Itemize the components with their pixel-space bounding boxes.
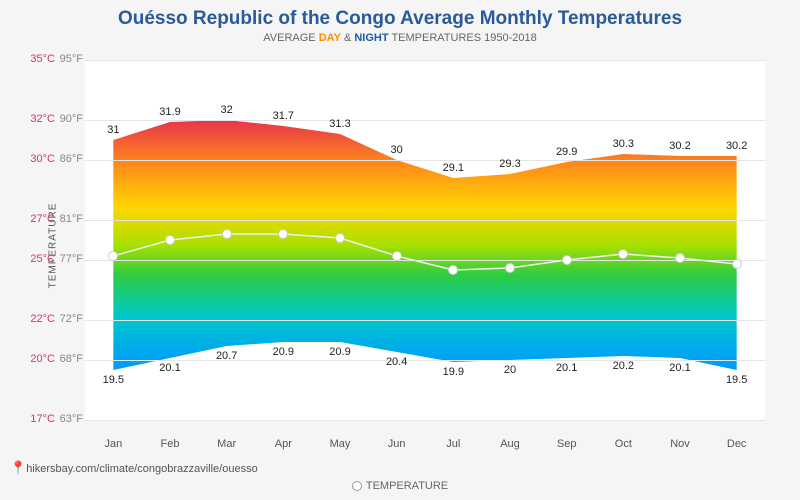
- source-link[interactable]: 📍hikersbay.com/climate/congobrazzaville/…: [10, 460, 258, 476]
- y-tick-fahrenheit: 90°F: [58, 113, 83, 125]
- day-temp-label: 32: [207, 104, 247, 116]
- day-temp-label: 30: [377, 144, 417, 156]
- y-tick-celsius: 17°C: [25, 413, 55, 425]
- gridline: [85, 360, 765, 361]
- x-tick-month: Apr: [255, 438, 311, 450]
- x-tick-month: Jun: [369, 438, 425, 450]
- x-tick-month: May: [312, 438, 368, 450]
- gridline: [85, 420, 765, 421]
- y-tick-fahrenheit: 72°F: [58, 313, 83, 325]
- x-tick-month: Dec: [709, 438, 765, 450]
- y-tick-fahrenheit: 95°F: [58, 53, 83, 65]
- gridline: [85, 320, 765, 321]
- temp-marker: [505, 263, 515, 273]
- day-temp-label: 31.9: [150, 106, 190, 118]
- legend-label: TEMPERATURE: [366, 480, 448, 492]
- chart-subtitle: AVERAGE DAY & NIGHT TEMPERATURES 1950-20…: [0, 32, 800, 44]
- night-temp-label: 20.7: [207, 350, 247, 362]
- day-temp-label: 29.3: [490, 158, 530, 170]
- night-temp-label: 20.1: [547, 362, 587, 374]
- chart-title: Ouésso Republic of the Congo Average Mon…: [0, 0, 800, 30]
- y-tick-celsius: 25°C: [25, 253, 55, 265]
- source-url: hikersbay.com/climate/congobrazzaville/o…: [26, 463, 258, 475]
- temp-marker: [675, 253, 685, 263]
- night-temp-label: 19.5: [93, 374, 133, 386]
- y-tick-fahrenheit: 63°F: [58, 413, 83, 425]
- x-tick-month: Jul: [425, 438, 481, 450]
- x-tick-month: Nov: [652, 438, 708, 450]
- subtitle-day: DAY: [319, 32, 341, 44]
- y-tick-celsius: 32°C: [25, 113, 55, 125]
- x-tick-month: Oct: [595, 438, 651, 450]
- y-tick-celsius: 35°C: [25, 53, 55, 65]
- subtitle-amp: &: [341, 32, 354, 44]
- x-tick-month: Sep: [539, 438, 595, 450]
- temp-marker: [392, 251, 402, 261]
- night-temp-label: 20.9: [320, 346, 360, 358]
- legend: TEMPERATURE: [0, 480, 800, 492]
- y-tick-celsius: 30°C: [25, 153, 55, 165]
- night-temp-label: 20.4: [377, 356, 417, 368]
- x-tick-month: Jan: [85, 438, 141, 450]
- x-tick-month: Aug: [482, 438, 538, 450]
- y-tick-fahrenheit: 86°F: [58, 153, 83, 165]
- temp-marker: [562, 255, 572, 265]
- legend-marker-icon: [352, 481, 362, 491]
- y-tick-celsius: 20°C: [25, 353, 55, 365]
- temp-marker: [335, 233, 345, 243]
- day-temp-label: 30.2: [660, 140, 700, 152]
- map-pin-icon: 📍: [10, 460, 26, 475]
- night-temp-label: 20: [490, 364, 530, 376]
- x-tick-month: Feb: [142, 438, 198, 450]
- night-temp-label: 19.9: [433, 366, 473, 378]
- subtitle-suffix: TEMPERATURES 1950-2018: [389, 32, 537, 44]
- night-temp-label: 20.2: [603, 360, 643, 372]
- day-temp-label: 30.2: [717, 140, 757, 152]
- temp-marker: [222, 229, 232, 239]
- night-temp-label: 19.5: [717, 374, 757, 386]
- day-temp-label: 31.7: [263, 110, 303, 122]
- day-temp-label: 30.3: [603, 138, 643, 150]
- night-temp-label: 20.1: [150, 362, 190, 374]
- night-temp-label: 20.1: [660, 362, 700, 374]
- y-tick-celsius: 22°C: [25, 313, 55, 325]
- day-temp-label: 31.3: [320, 118, 360, 130]
- gridline: [85, 220, 765, 221]
- y-tick-fahrenheit: 68°F: [58, 353, 83, 365]
- y-tick-celsius: 27°C: [25, 213, 55, 225]
- gridline: [85, 60, 765, 61]
- day-temp-label: 31: [93, 124, 133, 136]
- night-temp-label: 20.9: [263, 346, 303, 358]
- day-temp-label: 29.9: [547, 146, 587, 158]
- gridline: [85, 160, 765, 161]
- x-tick-month: Mar: [199, 438, 255, 450]
- temp-marker: [732, 259, 742, 269]
- subtitle-night: NIGHT: [354, 32, 388, 44]
- temp-marker: [165, 235, 175, 245]
- gridline: [85, 120, 765, 121]
- subtitle-prefix: AVERAGE: [263, 32, 318, 44]
- day-temp-label: 29.1: [433, 162, 473, 174]
- y-tick-fahrenheit: 81°F: [58, 213, 83, 225]
- y-tick-fahrenheit: 77°F: [58, 253, 83, 265]
- gridline: [85, 260, 765, 261]
